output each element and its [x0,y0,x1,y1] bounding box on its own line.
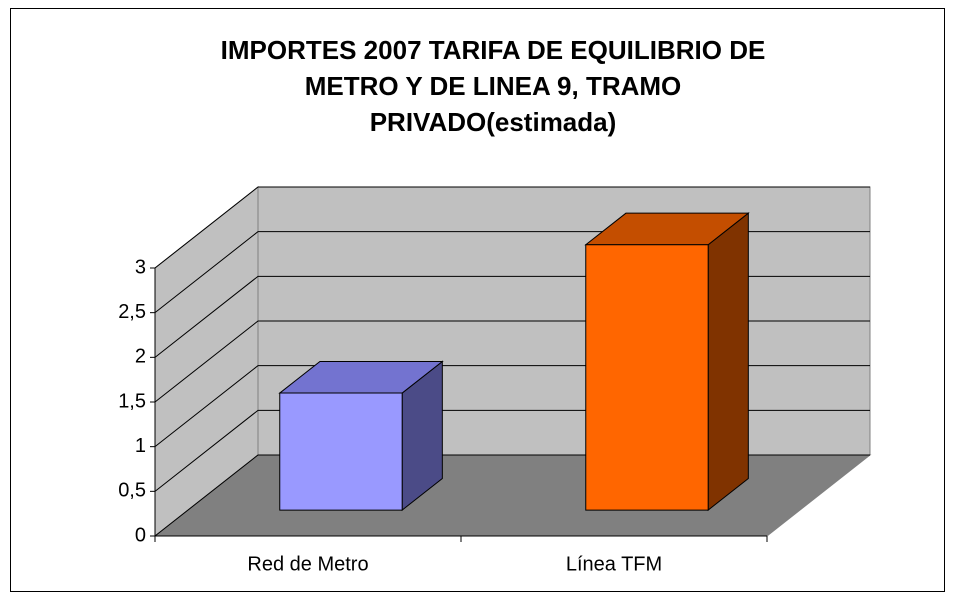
chart-title: IMPORTES 2007 TARIFA DE EQUILIBRIO DE [221,35,766,65]
y-tick-label: 3 [135,256,146,278]
y-tick-label: 1,5 [118,390,146,412]
chart-title: PRIVADO(estimada) [370,107,617,137]
y-tick-label: 2 [135,346,146,368]
grid-line [154,186,870,269]
chart-title: METRO Y DE LINEA 9, TRAMO [305,71,682,101]
x-tick-label: Red de Metro [247,553,368,575]
bar [279,392,403,511]
bar-side [707,212,749,512]
bar [585,244,709,511]
x-tick-label: Línea TFM [566,553,662,575]
floor [153,454,872,537]
y-tick-label: 0 [135,524,146,546]
y-tick-label: 2,5 [118,301,146,323]
y-tick-label: 1 [135,435,146,457]
y-tick-label: 0,5 [118,480,146,502]
